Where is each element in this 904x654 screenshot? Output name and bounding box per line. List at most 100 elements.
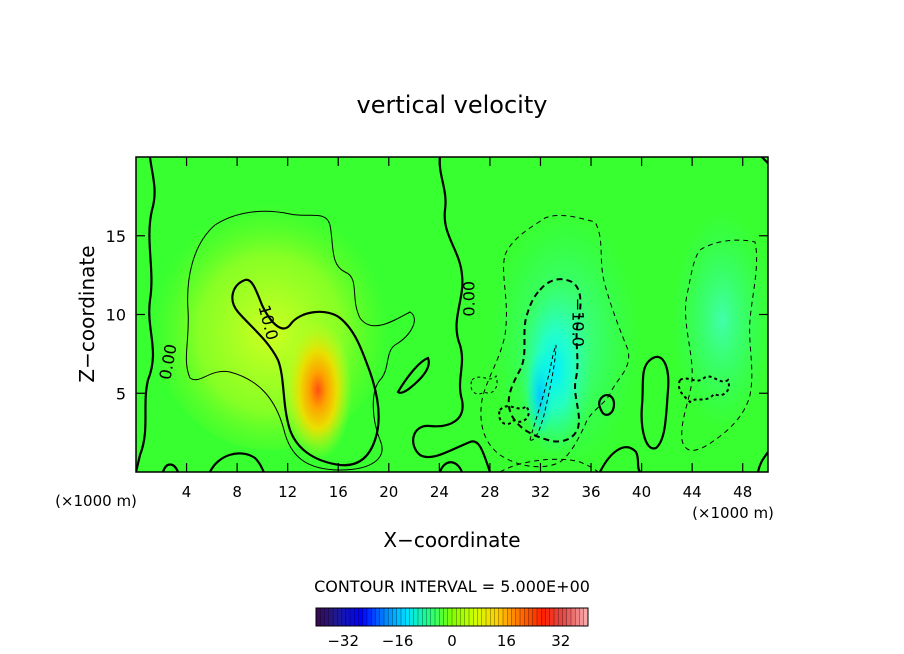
chart-title: vertical velocity <box>357 91 548 119</box>
colorbar-swatch <box>532 608 538 626</box>
colorbar-swatch <box>413 608 419 626</box>
colorbar-swatch <box>554 608 559 626</box>
contour-island-36 <box>598 394 616 416</box>
colorbar-swatch <box>354 608 359 626</box>
colorbar-swatch <box>439 608 444 626</box>
colorbar-swatch <box>524 608 529 626</box>
colorbar-swatch <box>358 608 364 626</box>
colorbar-swatch <box>443 608 449 626</box>
contour-bottom-mid <box>438 461 464 472</box>
colorbar-swatch <box>316 608 321 626</box>
contour-small-blob <box>396 356 430 394</box>
y-tick-label: 10 <box>106 306 126 325</box>
colorbar-swatch <box>486 608 491 626</box>
colorbar-swatch <box>435 608 440 626</box>
colorbar-swatch <box>384 608 389 626</box>
colorbar-swatch <box>418 608 423 626</box>
colorbar-swatch <box>537 608 542 626</box>
colorbar: −32 −16 0 16 32 <box>315 607 589 650</box>
contour-ten <box>231 278 380 467</box>
colorbar-swatch <box>545 608 551 626</box>
colorbar-swatch <box>337 608 342 626</box>
field-downdraft-deep <box>526 350 554 440</box>
colorbar-tick-label: −16 <box>382 632 414 650</box>
colorbar-swatch <box>583 608 589 626</box>
contour-neg-five <box>480 215 630 468</box>
colorbar-swatch <box>520 608 525 626</box>
contour-neg-wiggle-3 <box>470 374 498 395</box>
colorbar-swatch <box>409 608 415 626</box>
colorbar-tick-label: −32 <box>327 632 359 650</box>
colorbar-swatch <box>456 608 461 626</box>
colorbar-swatch <box>405 608 410 626</box>
contour-neg-ten <box>507 278 582 443</box>
contour-neg-wiggle-2 <box>498 404 530 426</box>
contour-zero-bottom <box>209 452 265 472</box>
colorbar-swatch <box>320 608 325 626</box>
x-axis-label: X−coordinate <box>383 528 520 552</box>
colorbar-swatch <box>575 608 580 626</box>
contour-label: 0.00 <box>459 281 478 317</box>
colorbar-swatch <box>341 608 347 626</box>
colorbar-swatch <box>507 608 512 626</box>
colorbar-swatch <box>464 608 470 626</box>
x-tick-label: 44 <box>683 483 702 501</box>
x-tick-label: 40 <box>632 483 651 501</box>
colorbar-swatch <box>511 608 517 626</box>
contour-zero-left <box>136 157 156 472</box>
field-right-downdraft <box>672 210 768 430</box>
colorbar-swatch <box>490 608 495 626</box>
colorbar-swatch <box>388 608 393 626</box>
contour-neg-right <box>681 239 758 451</box>
x-tick-label: 28 <box>480 483 499 501</box>
contour-bottom-right-2 <box>756 451 768 472</box>
colorbar-swatch <box>469 608 474 626</box>
contour-label: −10.0 <box>568 298 587 347</box>
x-tick-label: 36 <box>581 483 600 501</box>
colorbar-swatch <box>379 608 385 626</box>
y-tick-label: 15 <box>106 227 126 246</box>
colorbar-swatch <box>473 608 478 626</box>
x-tick-label: 8 <box>232 483 242 501</box>
y-axis-label: Z−coordinate <box>75 245 99 382</box>
colorbar-swatch <box>324 608 330 626</box>
colorbar-tick-label: 32 <box>551 632 570 650</box>
colorbar-swatch <box>350 608 355 626</box>
colorbar-swatch <box>426 608 432 626</box>
contour-zero-mid <box>412 157 492 472</box>
colorbar-swatch <box>371 608 376 626</box>
colorbar-swatch <box>558 608 563 626</box>
x-tick-label: 48 <box>733 483 752 501</box>
x-tick-label: 32 <box>531 483 550 501</box>
contour-bottom-right <box>599 446 641 472</box>
colorbar-swatch <box>396 608 402 626</box>
colorbar-swatch <box>367 608 372 626</box>
colorbar-swatch <box>401 608 406 626</box>
colorbar-swatch <box>579 608 585 626</box>
contour-five <box>185 210 415 471</box>
contour-island-40 <box>640 355 670 450</box>
colorbar-swatch <box>375 608 381 626</box>
colorbar-swatch <box>345 608 351 626</box>
colorbar-swatch <box>392 608 398 626</box>
colorbar-swatch <box>562 608 568 626</box>
x-tick-label: 24 <box>430 483 449 501</box>
colorbar-swatch <box>571 608 576 626</box>
colorbar-swatch <box>494 608 500 626</box>
colorbar-swatch <box>447 608 453 626</box>
x-unit-left: (×1000 m) <box>55 492 137 510</box>
colorbar-swatch <box>549 608 555 626</box>
y-tick-label: 5 <box>116 384 126 403</box>
colorbar-swatch <box>498 608 504 626</box>
contour-neg-bottom <box>499 458 599 472</box>
field-updraft-core <box>284 320 352 460</box>
x-axis: 4 8 12 16 20 24 28 32 36 40 44 48 <box>182 157 752 501</box>
contour-lines <box>136 157 768 472</box>
colorbar-swatch <box>477 608 483 626</box>
colorbar-tick-label: 0 <box>447 632 457 650</box>
colorbar-swatch <box>452 608 457 626</box>
x-tick-label: 4 <box>182 483 192 501</box>
colorbar-swatch <box>328 608 334 626</box>
colorbar-swatch <box>503 608 508 626</box>
